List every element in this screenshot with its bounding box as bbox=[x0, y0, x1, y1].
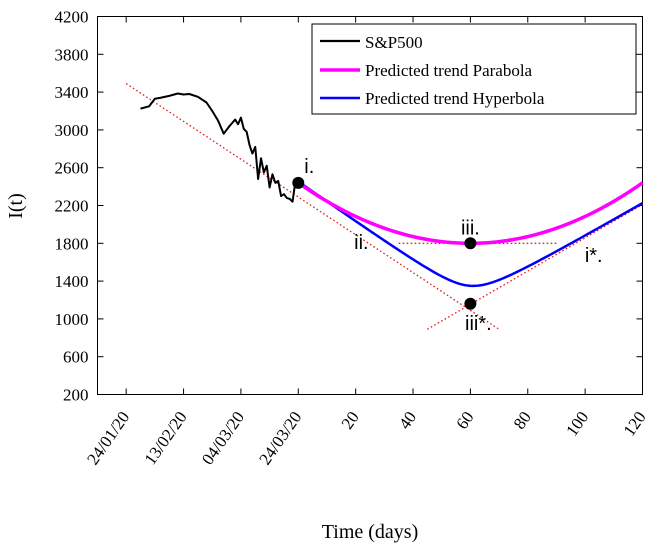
x-tick-label: 100 bbox=[562, 408, 592, 440]
x-tick-label: 40 bbox=[395, 408, 420, 433]
y-tick-label: 3000 bbox=[55, 121, 89, 140]
annotation-label: ii. bbox=[354, 232, 368, 254]
x-tick-label: 60 bbox=[452, 408, 477, 433]
x-tick-label: 13/02/20 bbox=[141, 408, 191, 468]
y-tick-label: 3800 bbox=[55, 45, 89, 64]
guide-lines bbox=[125, 83, 643, 330]
series-line-hyperbola bbox=[297, 180, 644, 288]
highlight-point bbox=[464, 237, 477, 250]
x-axis-label: Time (days) bbox=[322, 521, 418, 543]
y-tick-label: 1400 bbox=[55, 272, 89, 291]
x-tick-label: 24/01/20 bbox=[83, 408, 133, 468]
guide-line bbox=[125, 83, 500, 330]
y-tick-label: 600 bbox=[63, 348, 89, 367]
legend: S&P500 Predicted trend Parabola Predicte… bbox=[311, 23, 637, 115]
y-tick-label: 2600 bbox=[55, 159, 89, 178]
point-label: iii. bbox=[461, 217, 480, 239]
x-tick-label: 80 bbox=[510, 408, 535, 433]
y-tick-label: 3400 bbox=[55, 83, 89, 102]
x-tick-label: 120 bbox=[620, 408, 650, 440]
x-tick-label: 20 bbox=[338, 408, 363, 433]
series-line-sp500 bbox=[140, 92, 297, 203]
highlight-points bbox=[292, 176, 477, 310]
legend-box bbox=[311, 23, 637, 115]
y-tick-label: 1000 bbox=[55, 310, 89, 329]
y-axis-label: I(t) bbox=[5, 193, 27, 219]
point-label: iii*. bbox=[465, 313, 492, 335]
x-tick-label: 24/03/20 bbox=[255, 408, 305, 468]
y-tick-label: 200 bbox=[63, 386, 89, 405]
legend-label-parabola: Predicted trend Parabola bbox=[365, 61, 533, 80]
y-tick-label: 2200 bbox=[55, 197, 89, 216]
highlight-point bbox=[292, 176, 305, 189]
y-tick-label: 4200 bbox=[55, 8, 89, 27]
x-tick-label: 04/03/20 bbox=[198, 408, 248, 468]
legend-label-hyperbola: Predicted trend Hyperbola bbox=[365, 89, 545, 108]
series-lines bbox=[140, 92, 644, 288]
guide-line bbox=[427, 203, 643, 330]
point-labels: i. iii. iii*. ii. i*. bbox=[304, 156, 602, 335]
highlight-point bbox=[464, 297, 477, 310]
point-label: i. bbox=[304, 156, 314, 178]
legend-label-sp500: S&P500 bbox=[365, 33, 423, 52]
annotation-label: i*. bbox=[585, 245, 603, 267]
y-tick-label: 1800 bbox=[55, 234, 89, 253]
